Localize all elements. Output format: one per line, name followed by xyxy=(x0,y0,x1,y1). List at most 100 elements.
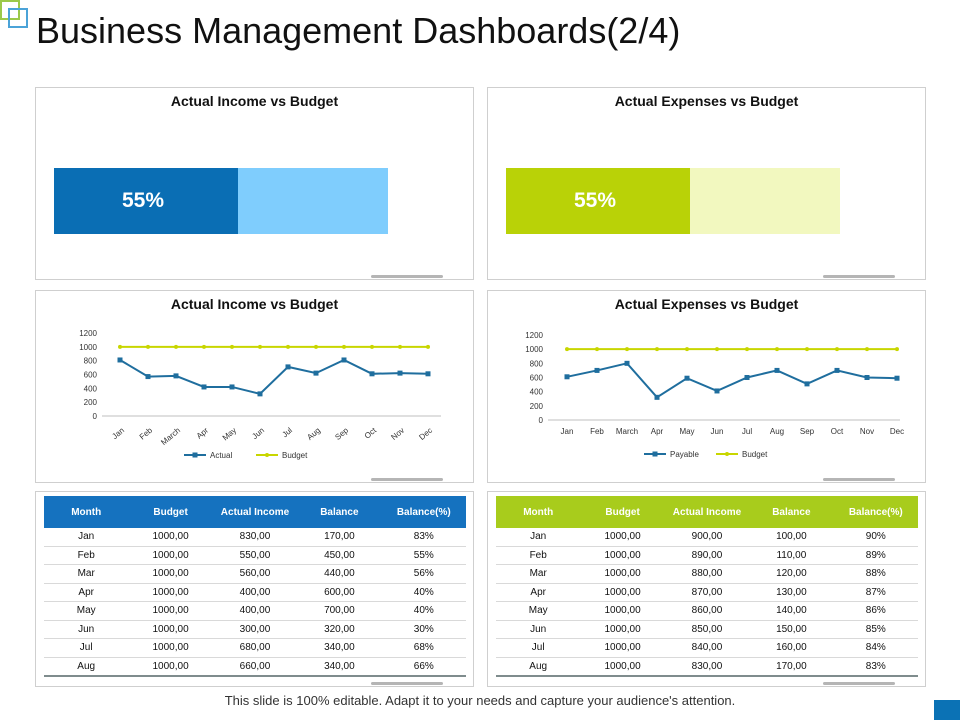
table-row: Feb 1000,00 550,00 450,00 55% xyxy=(44,546,466,565)
table-row: Apr 1000,00 870,00 130,00 87% xyxy=(496,583,918,602)
x-tick-label: May xyxy=(221,426,238,443)
table-header-cell: Budget xyxy=(128,496,213,528)
data-point-budget xyxy=(202,344,206,349)
table-cell: 340,00 xyxy=(297,657,382,677)
expense-progress-remaining xyxy=(689,168,840,234)
panel-scrollbar[interactable] xyxy=(823,478,895,481)
legend-label: Budget xyxy=(282,451,308,460)
panel-scrollbar[interactable] xyxy=(371,682,443,685)
table-cell: 150,00 xyxy=(749,620,834,639)
x-tick-label: Aug xyxy=(305,426,322,442)
income-table: Month Budget Actual Income Balance Balance(%… xyxy=(44,496,466,677)
panel-scrollbar[interactable] xyxy=(371,478,443,481)
table-cell: 130,00 xyxy=(749,583,834,602)
x-tick-label: Dec xyxy=(417,426,434,442)
table-cell: 88% xyxy=(833,564,918,584)
table-cell: 560,00 xyxy=(212,564,298,584)
table-header-cell: Actual Income xyxy=(212,496,298,528)
table-cell: 1000,00 xyxy=(580,546,665,565)
x-tick-label: Oct xyxy=(363,425,379,440)
income-line-chart: 0 200 400 600 800 1000 1200 Jan Feb March Apr May Ju… xyxy=(79,329,441,460)
y-tick-label: 400 xyxy=(84,384,98,393)
table-cell: 340,00 xyxy=(297,638,382,658)
corner-square-green xyxy=(0,0,20,20)
data-point-actual xyxy=(173,373,179,379)
table-cell: 1000,00 xyxy=(580,601,665,621)
data-point-actual xyxy=(257,391,263,397)
table-cell: 110,00 xyxy=(749,546,834,565)
table-cell: 1000,00 xyxy=(580,583,665,602)
expense-progress-panel: Actual Expenses vs Budget 55% xyxy=(487,87,926,280)
table-cell: 140,00 xyxy=(749,601,834,621)
corner-square-blue xyxy=(8,8,28,28)
data-point-actual xyxy=(145,374,151,380)
table-header-cell: Balance xyxy=(297,496,382,528)
legend-marker xyxy=(652,451,658,457)
data-point-budget xyxy=(715,347,719,352)
table-header-cell: Month xyxy=(496,496,581,528)
legend-marker xyxy=(725,452,729,456)
income-line-chart-panel: Actual Income vs Budget 0 200 400 600 800 100… xyxy=(35,290,474,483)
table-cell: Jul xyxy=(44,638,129,658)
table-cell: 40% xyxy=(381,583,466,602)
table-header-cell: Month xyxy=(44,496,129,528)
income-progress-remaining xyxy=(237,168,388,234)
y-tick-label: 200 xyxy=(530,402,544,411)
table-cell: Mar xyxy=(44,564,129,584)
y-tick-label: 800 xyxy=(84,357,98,366)
series-line-payable xyxy=(566,362,898,399)
table-row: Mar 1000,00 880,00 120,00 88% xyxy=(496,564,918,584)
table-row: Apr 1000,00 400,00 600,00 40% xyxy=(44,583,466,602)
data-point-actual xyxy=(341,357,347,363)
table-header-row: Month Budget Actual Income Balance Balance(%… xyxy=(44,496,466,528)
series-line-actual xyxy=(119,358,429,395)
table-row: Aug 1000,00 660,00 340,00 66% xyxy=(44,657,466,677)
y-tick-label: 0 xyxy=(539,416,544,425)
data-point-actual xyxy=(285,364,291,370)
expense-line-chart: 0 200 400 600 800 1000 1200 Jan Feb March Apr May Ju… xyxy=(525,331,904,459)
table-cell: 1000,00 xyxy=(128,564,213,584)
data-point-payable xyxy=(864,375,870,380)
y-tick-label: 1000 xyxy=(79,343,97,352)
legend-label: Actual xyxy=(210,451,232,460)
table-cell: 550,00 xyxy=(212,546,298,565)
table-cell: Apr xyxy=(44,583,129,602)
data-point-payable xyxy=(684,375,690,381)
x-tick-label: Feb xyxy=(138,425,155,441)
table-cell: Feb xyxy=(44,546,129,565)
data-point-payable xyxy=(834,367,840,373)
data-point-actual xyxy=(313,370,319,376)
corner-accent-block xyxy=(934,700,960,720)
expense-line-chart-panel: Actual Expenses vs Budget 0 200 400 600 800 1… xyxy=(487,290,926,483)
expense-progress-label: 55% xyxy=(574,189,617,212)
table-row: Jul 1000,00 840,00 160,00 84% xyxy=(496,638,918,658)
data-point-budget xyxy=(398,344,402,349)
y-tick-label: 1000 xyxy=(525,345,543,354)
table-cell: 1000,00 xyxy=(580,638,665,658)
table-cell: Feb xyxy=(496,546,581,565)
table-cell: 400,00 xyxy=(212,583,298,602)
table-cell: 1000,00 xyxy=(128,601,213,621)
x-tick-label: Apr xyxy=(651,427,664,436)
table-cell: 83% xyxy=(833,657,918,677)
table-cell: 120,00 xyxy=(749,564,834,584)
data-point-budget xyxy=(174,344,178,349)
x-tick-label: Aug xyxy=(770,427,784,436)
panel-scrollbar[interactable] xyxy=(823,682,895,685)
data-point-budget xyxy=(146,344,150,349)
x-tick-label: May xyxy=(679,427,694,436)
table-cell: Jan xyxy=(44,528,129,547)
table-header-cell: Actual Income xyxy=(664,496,750,528)
table-header-row: Month Budget Actual Income Balance Balance(%… xyxy=(496,496,918,528)
table-cell: 300,00 xyxy=(212,620,298,639)
data-point-budget xyxy=(895,347,899,352)
panel-scrollbar[interactable] xyxy=(823,275,895,278)
table-row: May 1000,00 400,00 700,00 40% xyxy=(44,601,466,621)
table-header-cell: Balance(%) xyxy=(833,496,918,528)
panel-scrollbar[interactable] xyxy=(371,275,443,278)
y-tick-label: 1200 xyxy=(525,331,543,340)
expense-chart-title: Actual Expenses vs Budget xyxy=(614,296,799,312)
table-cell: 1000,00 xyxy=(580,528,665,547)
table-cell: Apr xyxy=(496,583,581,602)
data-point-actual xyxy=(229,384,235,390)
